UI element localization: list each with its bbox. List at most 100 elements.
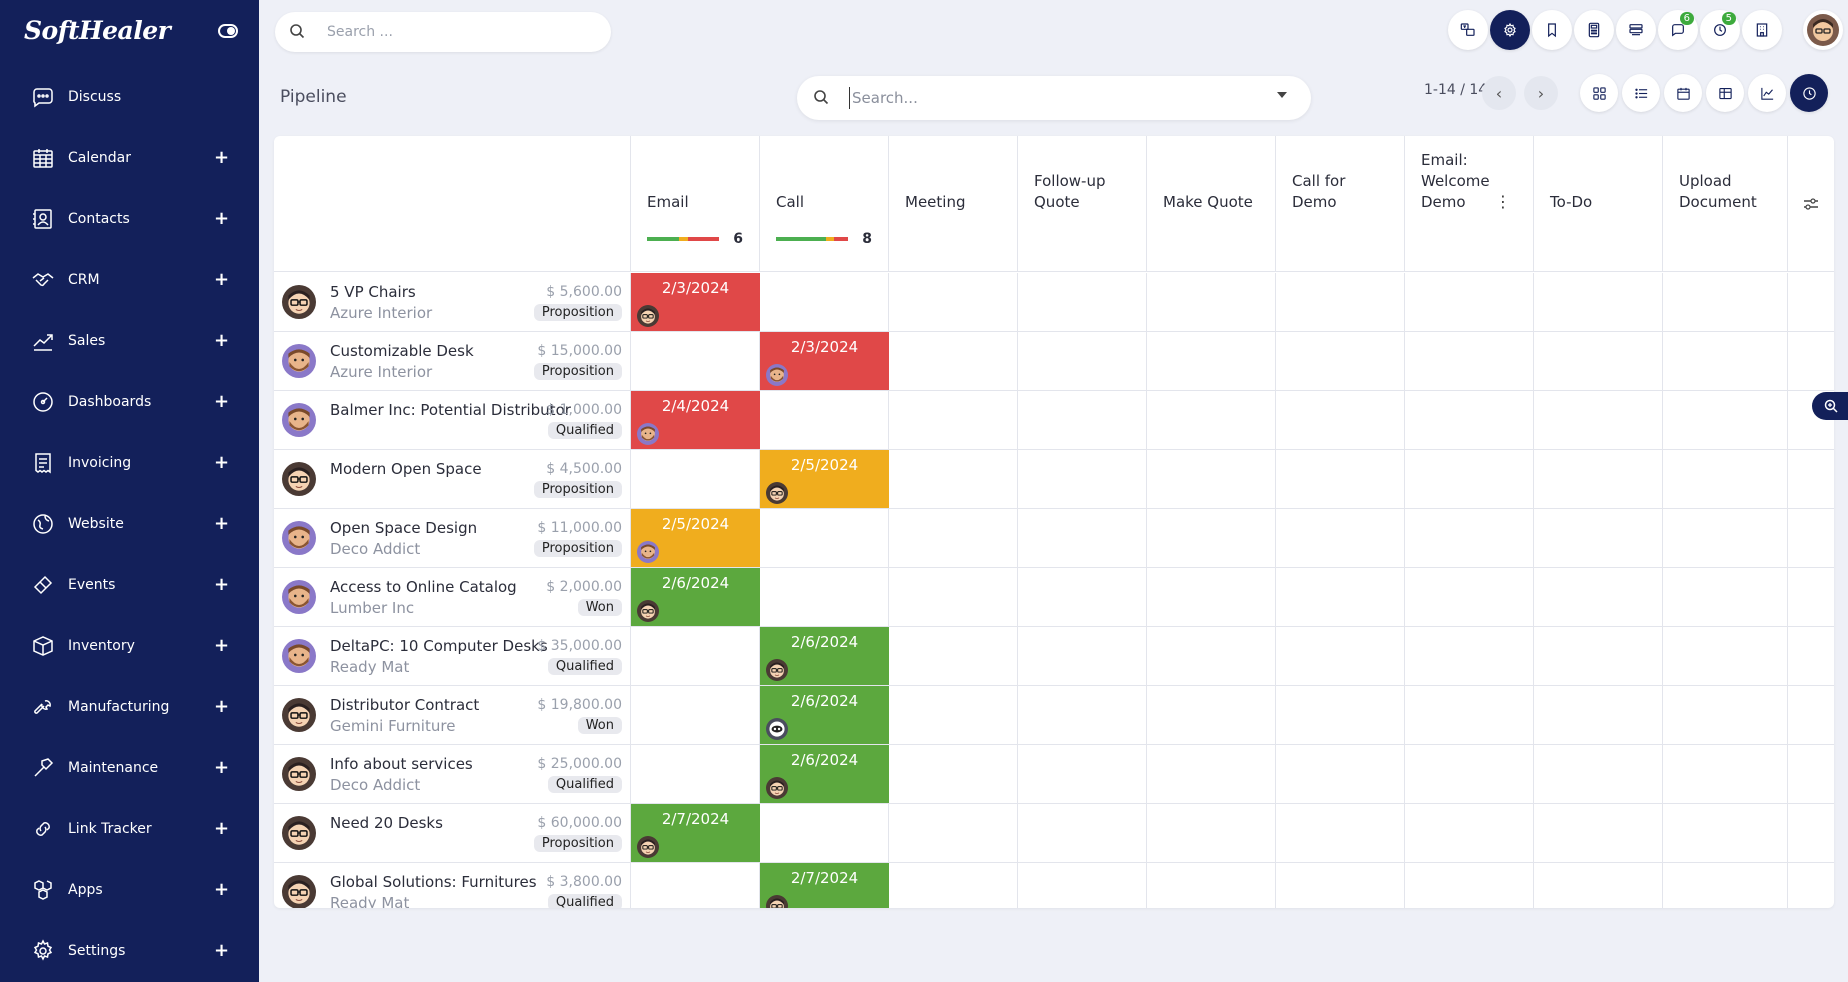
pager-value[interactable]: 1-14 / 14 [1424,82,1488,98]
activity-cell[interactable] [1147,273,1276,332]
activity-cell-planned[interactable]: 2/7/2024 [760,863,889,908]
activity-cell[interactable] [760,391,889,450]
activity-cell[interactable] [760,804,889,863]
activity-cell[interactable] [1663,804,1788,863]
activity-cell-overdue[interactable]: 2/3/2024 [760,332,889,390]
activity-cell[interactable] [1276,391,1405,450]
activity-cell[interactable] [1276,332,1405,391]
column-settings[interactable] [1788,136,1834,272]
activity-cell[interactable] [1405,686,1534,745]
activity-cell[interactable] [1018,391,1147,450]
expand-plus-icon[interactable]: + [214,330,230,351]
activity-progress-bar[interactable] [776,237,848,241]
activity-cell-overdue[interactable]: 2/4/2024 [631,391,760,449]
filter-dropdown-icon[interactable] [1277,92,1287,98]
translate-button[interactable] [1448,10,1488,50]
column-header[interactable]: Email 6 [631,136,760,272]
activity-cell[interactable] [1405,450,1534,509]
activity-cell[interactable] [1018,863,1147,908]
lead-cell[interactable]: Global Solutions: Furnitures Ready Mat $ 3… [274,863,631,908]
activity-cell[interactable] [1405,273,1534,332]
activity-cell[interactable] [889,863,1018,908]
activity-cell[interactable] [1663,568,1788,627]
company-building-button[interactable] [1742,10,1782,50]
lead-cell[interactable]: Customizable Desk Azure Interior $ 15,000.… [274,332,631,391]
activity-cell[interactable] [1147,568,1276,627]
activity-cell[interactable] [1147,863,1276,908]
activity-cell[interactable] [631,450,760,509]
activity-cell[interactable] [1534,332,1663,391]
sidebar-item-link-tracker[interactable]: Link Tracker + [0,798,259,859]
activity-cell[interactable] [1663,273,1788,332]
debug-gear-button[interactable] [1490,10,1530,50]
column-header[interactable]: Follow-up Quote [1018,136,1147,272]
activity-cell[interactable] [1018,332,1147,391]
activity-cell[interactable] [1276,509,1405,568]
filter-search-input[interactable] [849,87,1249,109]
activity-cell[interactable] [1534,804,1663,863]
expand-plus-icon[interactable]: + [214,391,230,412]
activity-cell[interactable] [1663,332,1788,391]
activity-cell[interactable] [1534,686,1663,745]
column-header[interactable]: To-Do [1534,136,1663,272]
activity-cell[interactable] [1276,863,1405,908]
messages-button[interactable]: 6 [1658,10,1698,50]
activity-cell[interactable] [760,568,889,627]
activity-cell[interactable] [1405,804,1534,863]
activity-cell[interactable] [631,332,760,391]
activity-cell[interactable] [1534,627,1663,686]
activity-cell[interactable] [1405,509,1534,568]
activity-progress-bar[interactable] [647,237,719,241]
activity-cell[interactable] [889,745,1018,804]
activity-cell[interactable] [631,686,760,745]
activity-cell[interactable] [1147,627,1276,686]
sidebar-item-invoicing[interactable]: Invoicing + [0,432,259,493]
activity-cell[interactable] [1534,509,1663,568]
activity-cell[interactable] [1663,745,1788,804]
activity-cell[interactable] [1405,863,1534,908]
column-header[interactable]: Make Quote [1147,136,1276,272]
activity-cell[interactable] [1276,627,1405,686]
activity-cell[interactable] [1018,509,1147,568]
expand-plus-icon[interactable]: + [214,574,230,595]
activity-cell[interactable] [760,509,889,568]
activity-cell[interactable] [631,863,760,908]
lead-cell[interactable]: Info about services Deco Addict $ 25,000.0… [274,745,631,804]
activity-cell[interactable] [889,273,1018,332]
global-search-input[interactable] [327,21,587,43]
filter-search[interactable] [797,76,1311,120]
sidebar-item-calendar[interactable]: Calendar + [0,127,259,188]
activity-cell[interactable] [760,273,889,332]
activity-cell[interactable] [1405,391,1534,450]
activity-cell[interactable] [1534,745,1663,804]
activity-cell[interactable] [1018,745,1147,804]
zoom-button[interactable] [1812,392,1848,420]
pivot-view-button[interactable] [1706,74,1744,112]
lead-cell[interactable]: Modern Open Space $ 4,500.00 Proposition [274,450,631,509]
sidebar-item-inventory[interactable]: Inventory + [0,615,259,676]
activity-cell[interactable] [1663,509,1788,568]
activity-cell[interactable] [1018,804,1147,863]
activity-cell[interactable] [1663,863,1788,908]
sidebar-item-events[interactable]: Events + [0,554,259,615]
expand-plus-icon[interactable]: + [214,879,230,900]
activity-cell[interactable] [889,804,1018,863]
activity-cell[interactable] [1405,568,1534,627]
activity-cell-today[interactable]: 2/5/2024 [631,509,760,567]
sidebar-item-dashboards[interactable]: Dashboards + [0,371,259,432]
list-settings-button[interactable] [1616,10,1656,50]
list-view-button[interactable] [1622,74,1660,112]
sidebar-item-crm[interactable]: CRM + [0,249,259,310]
activity-cell[interactable] [1276,686,1405,745]
app-logo[interactable]: SoftHealer [24,16,171,45]
activity-cell[interactable] [1147,745,1276,804]
activity-cell[interactable] [1147,804,1276,863]
lead-cell[interactable]: Open Space Design Deco Addict $ 11,000.00 P… [274,509,631,568]
activity-cell-planned[interactable]: 2/6/2024 [760,627,889,685]
activity-cell[interactable] [1147,332,1276,391]
activity-cell[interactable] [1018,450,1147,509]
activity-cell[interactable] [1276,804,1405,863]
activity-cell[interactable] [1534,450,1663,509]
pager-previous-button[interactable]: ‹ [1482,76,1516,110]
activity-cell[interactable] [1663,391,1788,450]
